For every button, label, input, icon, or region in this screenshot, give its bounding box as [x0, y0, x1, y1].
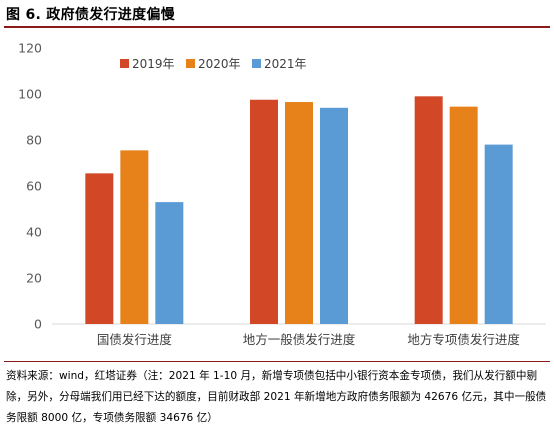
title-divider	[4, 26, 550, 28]
legend-label: 2020年	[198, 57, 241, 71]
bar	[414, 96, 443, 324]
bar	[155, 202, 184, 324]
bar	[120, 150, 149, 324]
legend-swatch	[120, 59, 129, 68]
legend: 2019年 2020年 2021年	[120, 57, 307, 71]
x-category-label: 国债发行进度	[97, 332, 173, 347]
y-tick-label: 40	[26, 225, 42, 240]
legend-label: 2021年	[264, 57, 307, 71]
legend-swatch	[186, 59, 195, 68]
legend-label: 2019年	[132, 57, 175, 71]
bars-layer	[85, 96, 513, 325]
bar	[85, 173, 114, 324]
bar	[484, 144, 513, 324]
source-note: 资料来源：wind，红塔证券（注：2021 年 1-10 月，新增专项债包括中小…	[6, 370, 547, 424]
bar	[285, 102, 313, 324]
x-category-label: 地方一般债发行进度	[243, 332, 356, 347]
legend-swatch	[252, 59, 261, 68]
y-tick-label: 60	[26, 179, 42, 194]
y-tick-label: 120	[18, 41, 42, 56]
y-tick-label: 0	[34, 317, 42, 332]
source-divider	[4, 361, 550, 362]
y-tick-label: 20	[26, 271, 42, 286]
bar	[250, 99, 278, 324]
bar	[449, 106, 478, 325]
y-tick-label: 100	[18, 87, 42, 102]
x-category-label: 地方专项债发行进度	[407, 332, 520, 347]
figure-title: 图 6. 政府债发行进度偏慢	[6, 7, 176, 23]
bar	[320, 107, 348, 324]
y-tick-label: 80	[26, 133, 42, 148]
